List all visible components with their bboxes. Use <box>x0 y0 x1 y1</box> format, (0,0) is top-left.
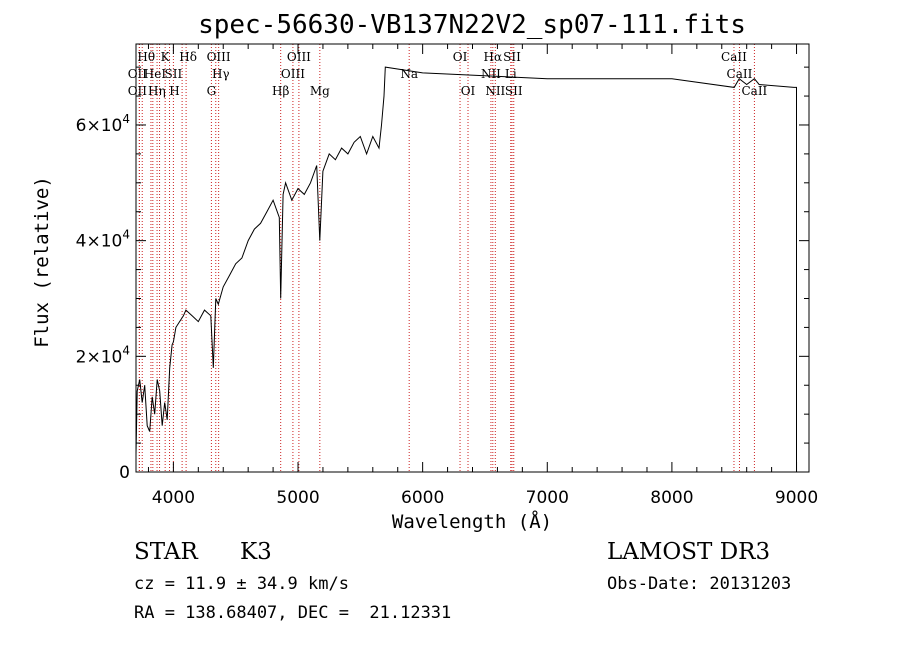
coordinates: RA = 138.68407, DEC = 21.12331 <box>134 603 452 623</box>
chart-title: spec-56630-VB137N22V2_sp07-111.fits <box>198 10 746 40</box>
line-label-22: NII <box>481 67 501 81</box>
observation-date: Obs-Date: 20131203 <box>607 574 792 594</box>
line-label-13: Hγ <box>212 67 230 81</box>
line-label-12: G <box>207 84 217 98</box>
line-labels: OII OII Hθ HeI Hη K H SII Hδ G Hγ OIII Hβ OIII OIII Mg N… <box>128 50 768 98</box>
line-label-29: CaII <box>727 67 753 81</box>
line-label-3: HeI <box>144 67 167 81</box>
line-label-19: Na <box>400 67 418 81</box>
line-label-23: Hα <box>484 50 503 64</box>
line-label-9: SII <box>165 67 183 81</box>
line-label-8: H <box>169 84 179 98</box>
line-label-30: CaII <box>741 84 767 98</box>
line-label-27: SII <box>505 84 523 98</box>
x-axis-label: Wavelength (Å) <box>392 510 552 533</box>
line-label-1: OII <box>128 84 148 98</box>
y-tick-label-1: 2×104 <box>76 343 130 367</box>
line-label-28: CaII <box>721 50 747 64</box>
x-tick-label-5: 9000 <box>775 488 818 508</box>
line-label-24: NII <box>485 84 505 98</box>
y-axis: 0 2×104 4×104 6×104 <box>76 66 809 483</box>
x-tick-label-3: 7000 <box>526 488 569 508</box>
line-label-17: OIII <box>287 50 311 64</box>
line-label-20: OI <box>453 50 468 64</box>
x-tick-label-2: 6000 <box>401 488 444 508</box>
line-label-0: OII <box>128 67 148 81</box>
plot-frame <box>135 43 810 473</box>
line-label-25: Li <box>505 67 517 81</box>
line-label-11: Hδ <box>179 50 197 64</box>
redshift-cz: cz = 11.9 ± 34.9 km/s <box>134 574 349 594</box>
line-markers <box>138 44 755 472</box>
x-tick-label-4: 8000 <box>650 488 693 508</box>
y-tick-label-3: 6×104 <box>76 112 130 136</box>
y-tick-label-2: 4×104 <box>76 228 130 252</box>
line-label-4: Hη <box>148 84 166 98</box>
x-tick-label-0: 4000 <box>152 488 195 508</box>
line-label-26: SII <box>503 50 521 64</box>
line-label-14: OIII <box>207 50 231 64</box>
object-class: STAR <box>134 539 198 565</box>
x-tick-label-1: 5000 <box>276 488 319 508</box>
x-axis: 4000 5000 6000 7000 8000 9000 <box>147 44 818 508</box>
y-axis-label: Flux (relative) <box>31 176 53 348</box>
line-label-21: OI <box>461 84 476 98</box>
y-tick-label-0: 0 <box>119 463 130 483</box>
line-label-16: OIII <box>281 67 305 81</box>
line-label-15: Hβ <box>272 84 289 98</box>
line-label-2: Hθ <box>137 50 155 64</box>
line-label-18: Mg <box>310 84 330 98</box>
object-subclass: K3 <box>240 539 272 565</box>
line-label-7: K <box>161 50 171 64</box>
spectrum-line <box>135 66 799 473</box>
survey-name: LAMOST DR3 <box>607 539 771 565</box>
